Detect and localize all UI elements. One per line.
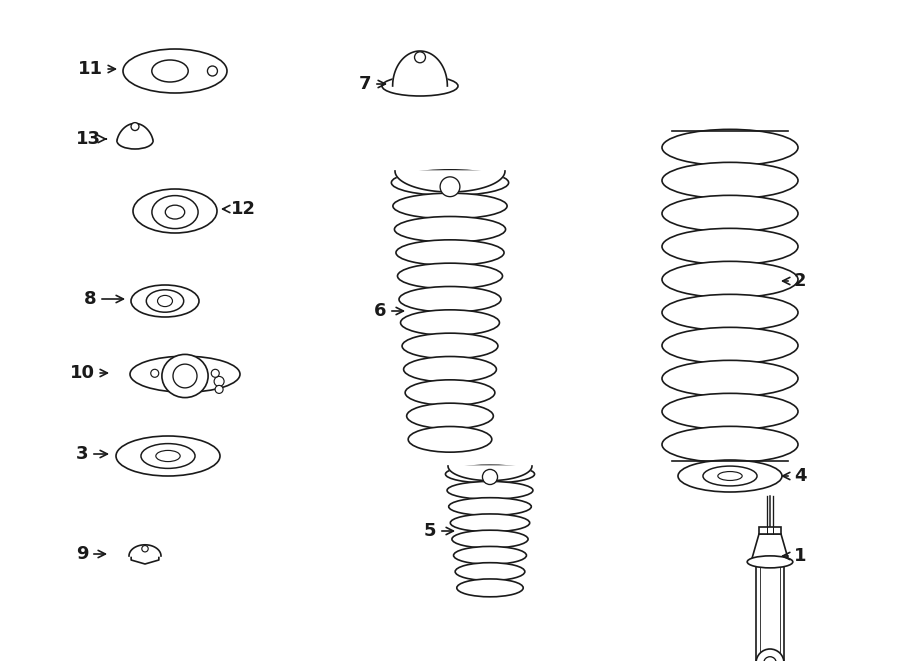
Polygon shape xyxy=(131,548,159,564)
Circle shape xyxy=(764,656,777,661)
Ellipse shape xyxy=(133,189,217,233)
Polygon shape xyxy=(395,171,505,192)
Circle shape xyxy=(440,177,460,197)
Text: 8: 8 xyxy=(84,290,123,308)
Circle shape xyxy=(151,369,158,377)
Ellipse shape xyxy=(407,403,493,429)
Bar xyxy=(756,559,784,661)
Ellipse shape xyxy=(455,563,525,580)
Text: 1: 1 xyxy=(783,547,806,565)
Ellipse shape xyxy=(382,76,458,96)
Ellipse shape xyxy=(402,333,498,359)
Text: 7: 7 xyxy=(359,75,385,93)
Ellipse shape xyxy=(747,556,793,568)
Ellipse shape xyxy=(123,49,227,93)
Ellipse shape xyxy=(450,514,530,532)
Ellipse shape xyxy=(162,354,208,398)
Ellipse shape xyxy=(452,530,528,548)
Ellipse shape xyxy=(147,290,184,312)
Text: 10: 10 xyxy=(69,364,107,382)
Ellipse shape xyxy=(398,263,502,289)
Polygon shape xyxy=(129,545,161,556)
Ellipse shape xyxy=(662,426,798,463)
Ellipse shape xyxy=(396,240,504,266)
Text: 12: 12 xyxy=(222,200,256,218)
Ellipse shape xyxy=(409,426,491,452)
Text: 3: 3 xyxy=(76,445,107,463)
Ellipse shape xyxy=(392,170,508,196)
Text: 4: 4 xyxy=(783,467,806,485)
Circle shape xyxy=(207,66,218,76)
Polygon shape xyxy=(751,534,789,562)
Ellipse shape xyxy=(662,130,798,166)
Circle shape xyxy=(212,369,220,377)
Ellipse shape xyxy=(662,327,798,364)
Ellipse shape xyxy=(152,196,198,229)
Ellipse shape xyxy=(130,356,240,392)
Circle shape xyxy=(214,376,224,387)
Circle shape xyxy=(131,122,139,130)
Text: 9: 9 xyxy=(76,545,105,563)
Ellipse shape xyxy=(446,465,535,483)
Ellipse shape xyxy=(457,579,523,597)
Ellipse shape xyxy=(405,380,495,405)
Ellipse shape xyxy=(399,286,501,312)
Ellipse shape xyxy=(400,310,500,336)
Circle shape xyxy=(415,52,426,63)
Circle shape xyxy=(482,469,498,485)
Polygon shape xyxy=(117,124,153,141)
Ellipse shape xyxy=(662,360,798,397)
Circle shape xyxy=(756,649,784,661)
Ellipse shape xyxy=(447,481,533,499)
Bar xyxy=(759,527,781,534)
Ellipse shape xyxy=(662,393,798,430)
Text: 6: 6 xyxy=(374,302,403,320)
Ellipse shape xyxy=(131,285,199,317)
Ellipse shape xyxy=(116,436,220,476)
Ellipse shape xyxy=(117,133,153,149)
Ellipse shape xyxy=(454,547,526,564)
Ellipse shape xyxy=(152,60,188,82)
Ellipse shape xyxy=(393,193,507,219)
Polygon shape xyxy=(392,51,447,86)
Ellipse shape xyxy=(662,261,798,297)
Text: 5: 5 xyxy=(424,522,454,540)
Text: 13: 13 xyxy=(76,130,106,148)
Ellipse shape xyxy=(141,444,195,469)
Ellipse shape xyxy=(678,460,782,492)
Ellipse shape xyxy=(662,163,798,199)
Ellipse shape xyxy=(718,471,742,481)
Ellipse shape xyxy=(173,364,197,388)
Ellipse shape xyxy=(662,294,798,330)
Ellipse shape xyxy=(449,498,531,516)
Circle shape xyxy=(142,545,148,552)
Ellipse shape xyxy=(394,217,506,242)
Ellipse shape xyxy=(662,196,798,231)
Text: 2: 2 xyxy=(783,272,806,290)
Ellipse shape xyxy=(403,356,497,382)
Ellipse shape xyxy=(166,205,184,219)
Polygon shape xyxy=(448,466,532,481)
Ellipse shape xyxy=(662,228,798,264)
Text: 11: 11 xyxy=(77,60,115,78)
Circle shape xyxy=(215,385,223,393)
Ellipse shape xyxy=(156,450,180,461)
Ellipse shape xyxy=(158,295,173,307)
Ellipse shape xyxy=(703,466,757,486)
